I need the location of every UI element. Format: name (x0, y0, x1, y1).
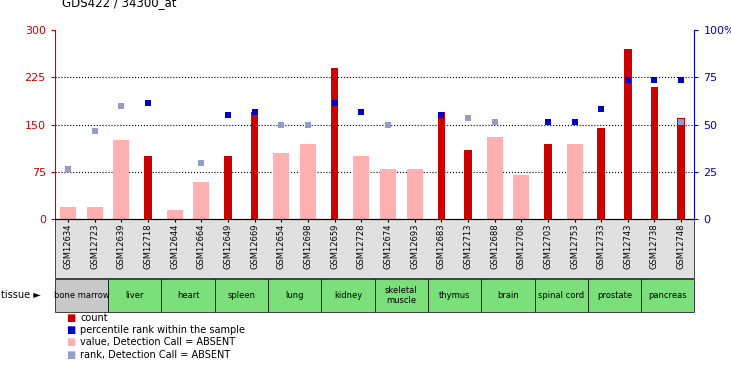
Bar (678, 118, 685, 219)
Bar (406, 169, 423, 219)
Bar (144, 156, 152, 219)
Text: bone marrow: bone marrow (53, 291, 110, 300)
Bar (87, 207, 103, 219)
Text: count: count (80, 313, 108, 322)
Text: ■: ■ (66, 350, 75, 360)
Text: rank, Detection Call = ABSENT: rank, Detection Call = ABSENT (80, 350, 231, 360)
Bar (464, 150, 471, 219)
Bar (113, 141, 129, 219)
Text: prostate: prostate (597, 291, 632, 300)
Text: GDS422 / 34300_at: GDS422 / 34300_at (62, 0, 177, 9)
Bar (167, 210, 183, 219)
Bar (438, 112, 445, 219)
Bar (60, 207, 76, 219)
Text: skeletal
muscle: skeletal muscle (385, 286, 417, 305)
Bar (273, 153, 289, 219)
Text: spleen: spleen (227, 291, 255, 300)
Bar (487, 137, 502, 219)
Text: heart: heart (177, 291, 200, 300)
Bar (194, 182, 209, 219)
Bar (544, 144, 552, 219)
Text: kidney: kidney (334, 291, 362, 300)
Text: lung: lung (285, 291, 304, 300)
Bar (331, 68, 338, 219)
Bar (513, 175, 529, 219)
Bar (597, 128, 605, 219)
Text: thymus: thymus (439, 291, 470, 300)
Text: ■: ■ (66, 313, 75, 322)
Text: ■: ■ (66, 338, 75, 347)
Bar (300, 144, 316, 219)
Text: spinal cord: spinal cord (538, 291, 584, 300)
Text: value, Detection Call = ABSENT: value, Detection Call = ABSENT (80, 338, 235, 347)
Bar (567, 144, 583, 219)
Bar (624, 49, 632, 219)
Text: liver: liver (126, 291, 144, 300)
Bar (224, 156, 232, 219)
Bar (251, 112, 259, 219)
Text: brain: brain (497, 291, 519, 300)
Text: tissue ►: tissue ► (1, 291, 41, 300)
Text: ■: ■ (66, 325, 75, 335)
Bar (380, 169, 396, 219)
Bar (353, 156, 369, 219)
Text: pancreas: pancreas (648, 291, 687, 300)
Bar (651, 87, 658, 219)
Text: percentile rank within the sample: percentile rank within the sample (80, 325, 246, 335)
